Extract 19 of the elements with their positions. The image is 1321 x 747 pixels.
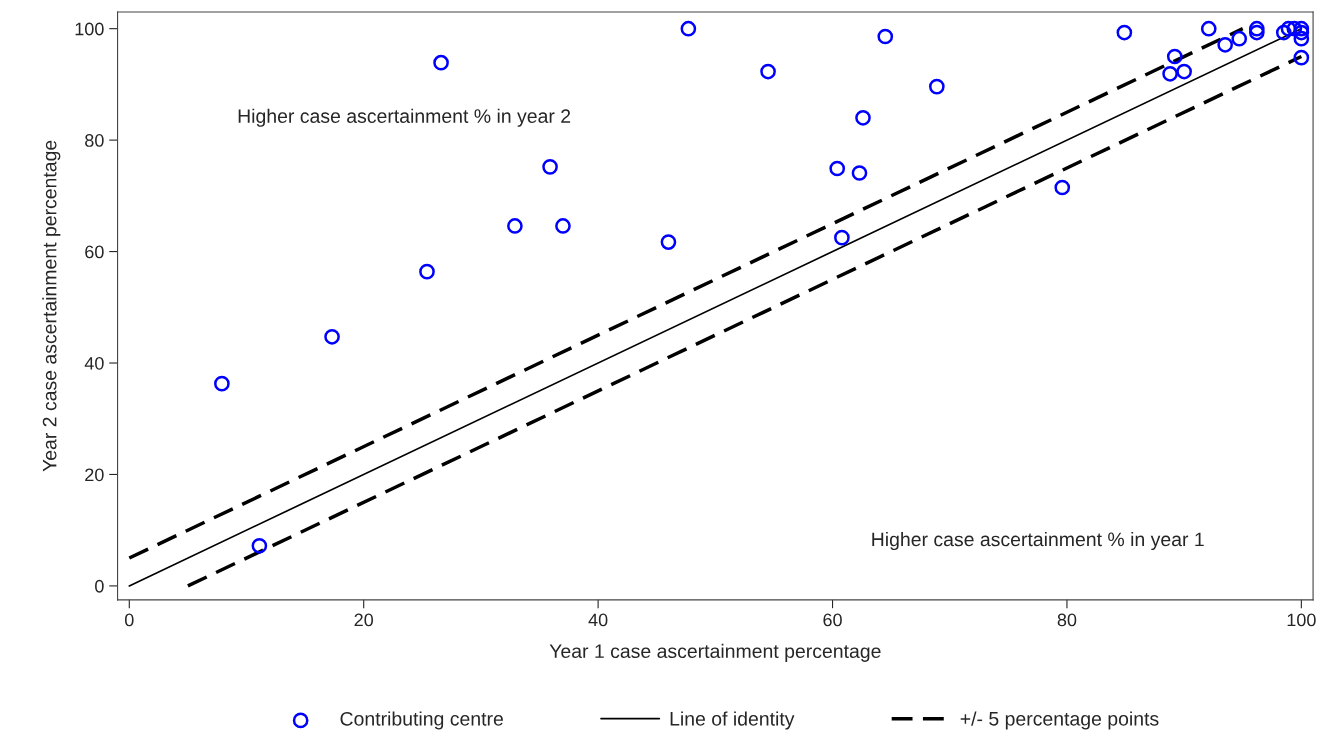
x-tick-label: 40 [588,613,608,627]
y-axis-title: Year 2 case ascertainment percentage [42,140,61,472]
x-tick-label: 80 [1057,613,1077,627]
y-tick-label: 20 [85,468,104,482]
x-tick-label: 60 [823,613,842,627]
y-tick-label: 100 [75,22,104,36]
annotation: Higher case ascertainment % in year 1 [872,531,1204,551]
y-tick-label: 0 [95,579,104,593]
y-tick-label: 80 [85,134,104,147]
x-tick-label: 100 [1287,613,1316,627]
legend-label: Line of identity [670,711,795,730]
x-tick-label: 20 [354,613,374,627]
legend-label: +/- 5 percentage points [960,711,1159,730]
legend-label: Contributing centre [340,711,503,730]
x-tick-label: 0 [124,613,134,627]
y-tick-label: 40 [84,356,104,370]
x-axis-title: Year 1 case ascertainment percentage [549,643,881,662]
annotation: Higher case ascertainment % in year 2 [238,108,571,127]
y-tick-label: 60 [85,245,104,259]
